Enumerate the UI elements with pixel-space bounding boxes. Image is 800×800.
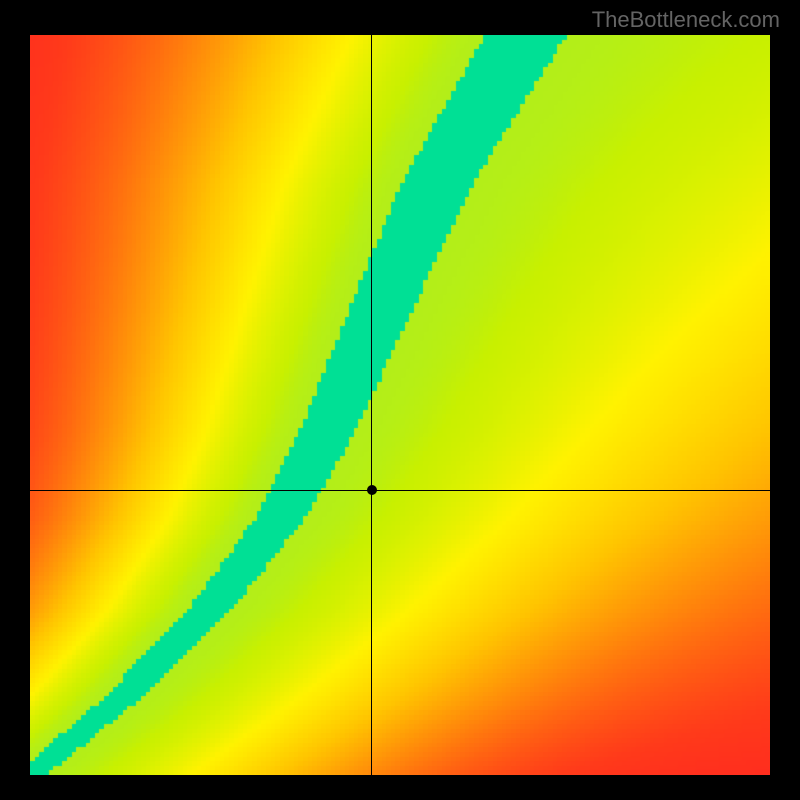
crosshair-horizontal xyxy=(30,490,770,491)
sample-point-dot xyxy=(367,485,377,495)
crosshair-vertical xyxy=(371,35,372,775)
watermark-text: TheBottleneck.com xyxy=(592,7,780,33)
bottleneck-heatmap xyxy=(30,35,770,775)
chart-container xyxy=(0,0,800,800)
